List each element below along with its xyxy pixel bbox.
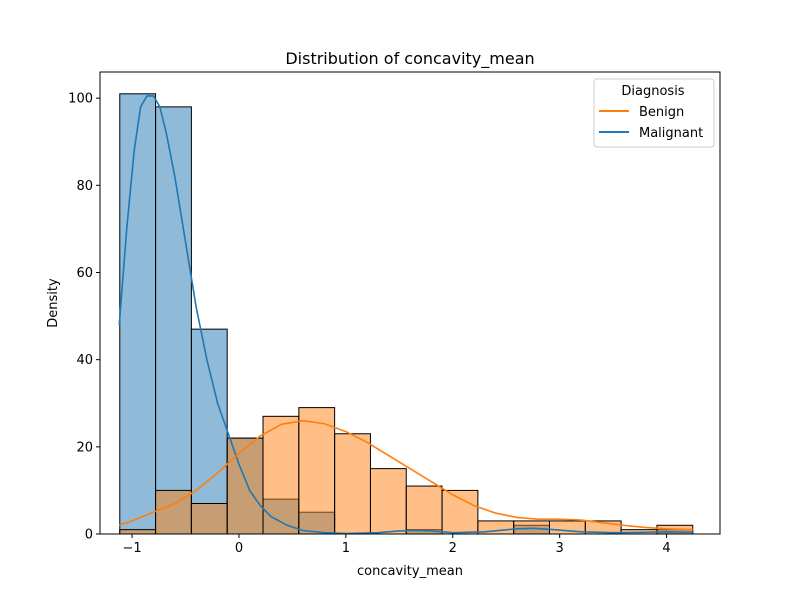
x-tick-label: −1: [122, 541, 141, 556]
legend-title: Diagnosis: [621, 84, 684, 99]
benign-bar: [405, 485, 443, 535]
kde-curves: [118, 95, 694, 535]
malignant-bar: [155, 106, 192, 535]
chart-title: Distribution of concavity_mean: [285, 49, 534, 69]
y-tick-label: 20: [76, 440, 93, 455]
benign-bar: [226, 437, 264, 535]
malignant-kde-line: [118, 95, 694, 535]
y-axis-ticks: 0 20 40 60 80 100: [68, 92, 100, 543]
legend: Diagnosis Benign Malignant: [593, 78, 715, 148]
malignant-bars: [119, 93, 694, 535]
benign-bar: [298, 407, 336, 535]
x-tick-label: 3: [556, 541, 564, 556]
benign-bar: [513, 520, 550, 535]
y-tick-label: 60: [76, 266, 93, 281]
y-axis-label: Density: [46, 278, 61, 328]
benign-bar: [190, 502, 228, 535]
malignant-bar: [119, 93, 157, 535]
benign-bar: [334, 433, 371, 535]
y-tick-label: 40: [76, 353, 93, 368]
plot-frame: [99, 71, 721, 535]
x-tick-label: 4: [662, 541, 670, 556]
malignant-bar: [190, 328, 228, 535]
y-tick-label: 80: [76, 179, 93, 194]
x-axis-ticks: −1 0 1 2 3 4: [122, 534, 671, 556]
benign-bar: [369, 468, 407, 535]
legend-label-malignant: Malignant: [639, 126, 703, 141]
x-tick-label: 0: [235, 541, 243, 556]
legend-label-benign: Benign: [639, 105, 684, 120]
y-tick-label: 0: [85, 528, 93, 543]
benign-bar: [119, 529, 157, 535]
x-tick-label: 2: [449, 541, 457, 556]
y-tick-label: 100: [68, 92, 93, 107]
benign-bar: [441, 489, 479, 535]
legend-box: [593, 78, 715, 148]
benign-bar: [262, 415, 300, 535]
x-axis-label: concavity_mean: [357, 564, 463, 579]
x-tick-label: 1: [342, 541, 350, 556]
benign-kde-line: [118, 419, 694, 531]
